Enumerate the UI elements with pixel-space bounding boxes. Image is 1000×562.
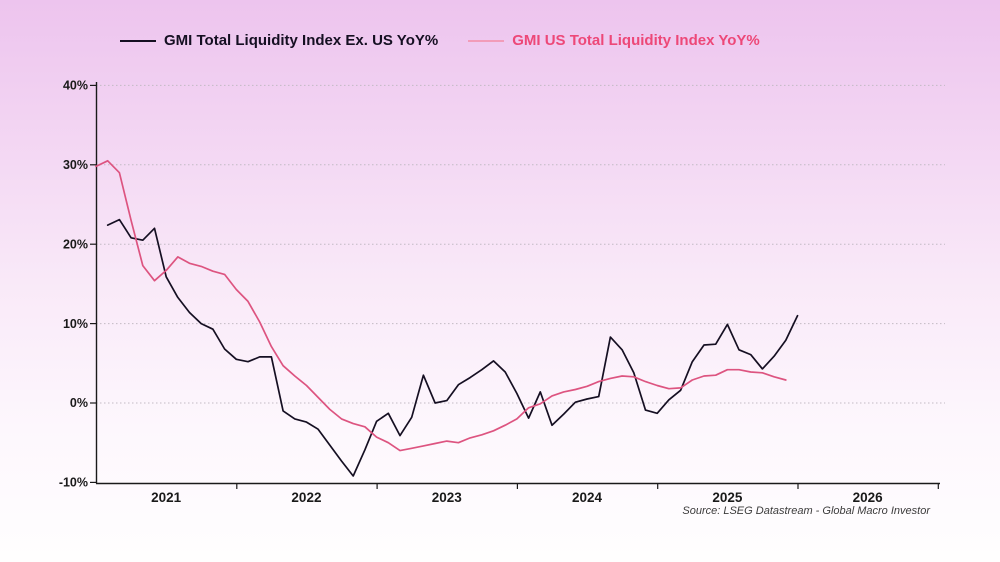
legend-swatch-ex-us bbox=[120, 39, 156, 42]
series-line-us bbox=[95, 159, 787, 452]
y-axis-label: 10% bbox=[63, 317, 88, 331]
y-axis-label: -10% bbox=[59, 476, 88, 490]
x-axis-label: 2025 bbox=[712, 490, 743, 505]
x-axis-label: 2024 bbox=[572, 490, 603, 505]
y-axis-label: 30% bbox=[63, 158, 88, 172]
y-axis-label: 0% bbox=[70, 396, 88, 410]
series-line-ex-us bbox=[106, 218, 799, 477]
y-axis-label: 40% bbox=[63, 79, 88, 93]
legend-item-ex-us: GMI Total Liquidity Index Ex. US YoY% bbox=[120, 32, 438, 49]
legend-label-us: GMI US Total Liquidity Index YoY% bbox=[512, 32, 760, 49]
legend-swatch-us bbox=[468, 39, 505, 42]
source-note: Source: LSEG Datastream - Global Macro I… bbox=[682, 505, 930, 517]
x-axis-label: 2026 bbox=[853, 490, 884, 505]
legend-label-ex-us: GMI Total Liquidity Index Ex. US YoY% bbox=[164, 32, 439, 49]
chart-legend: GMI Total Liquidity Index Ex. US YoY% GM… bbox=[120, 32, 760, 49]
x-axis-label: 2021 bbox=[151, 490, 182, 505]
x-axis-label: 2023 bbox=[432, 490, 463, 505]
y-axis-label: 20% bbox=[63, 237, 88, 251]
x-axis-label: 2022 bbox=[291, 490, 321, 505]
legend-item-us: GMI US Total Liquidity Index YoY% bbox=[468, 32, 760, 49]
